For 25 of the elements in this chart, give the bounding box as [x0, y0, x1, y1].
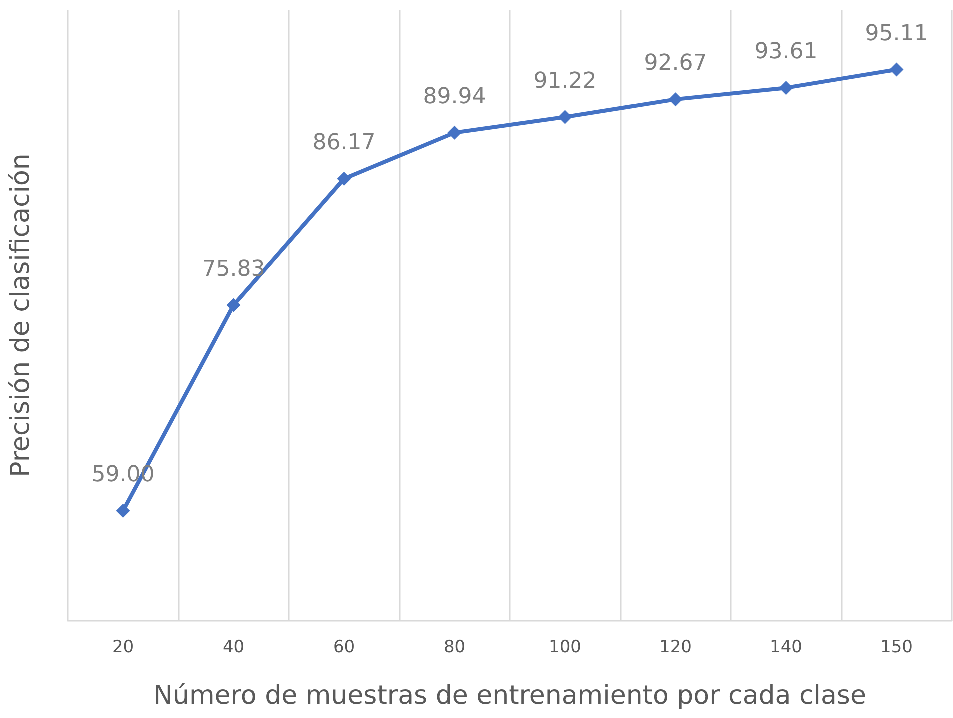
y-axis-title: Precisión de clasificación — [6, 154, 36, 478]
point — [116, 504, 130, 518]
x-tick-label: 80 — [444, 638, 466, 658]
point — [226, 298, 241, 312]
x-tick-label: 150 — [880, 638, 913, 658]
point — [558, 110, 572, 124]
x-tick-label: 60 — [333, 638, 356, 658]
x-tick-label: 20 — [112, 638, 134, 658]
point — [668, 92, 683, 107]
x-axis-title: Número de muestras de entrenamiento por cada clase — [154, 681, 866, 711]
point — [337, 172, 352, 186]
data-label: 75.83 — [202, 256, 266, 282]
point — [779, 81, 794, 96]
x-tick-label: 120 — [660, 638, 692, 658]
data-label: 91.22 — [534, 68, 597, 94]
data-label: 95.11 — [865, 21, 928, 46]
data-label: 92.67 — [644, 51, 708, 76]
data-label: 89.94 — [423, 84, 486, 110]
point — [448, 126, 462, 140]
x-tick-label: 40 — [222, 638, 245, 658]
data-label: 86.17 — [312, 130, 376, 156]
data-label: 93.61 — [754, 40, 818, 65]
x-tick-label: 100 — [549, 638, 582, 658]
x-tick-label: 140 — [770, 638, 802, 658]
point — [890, 62, 904, 77]
